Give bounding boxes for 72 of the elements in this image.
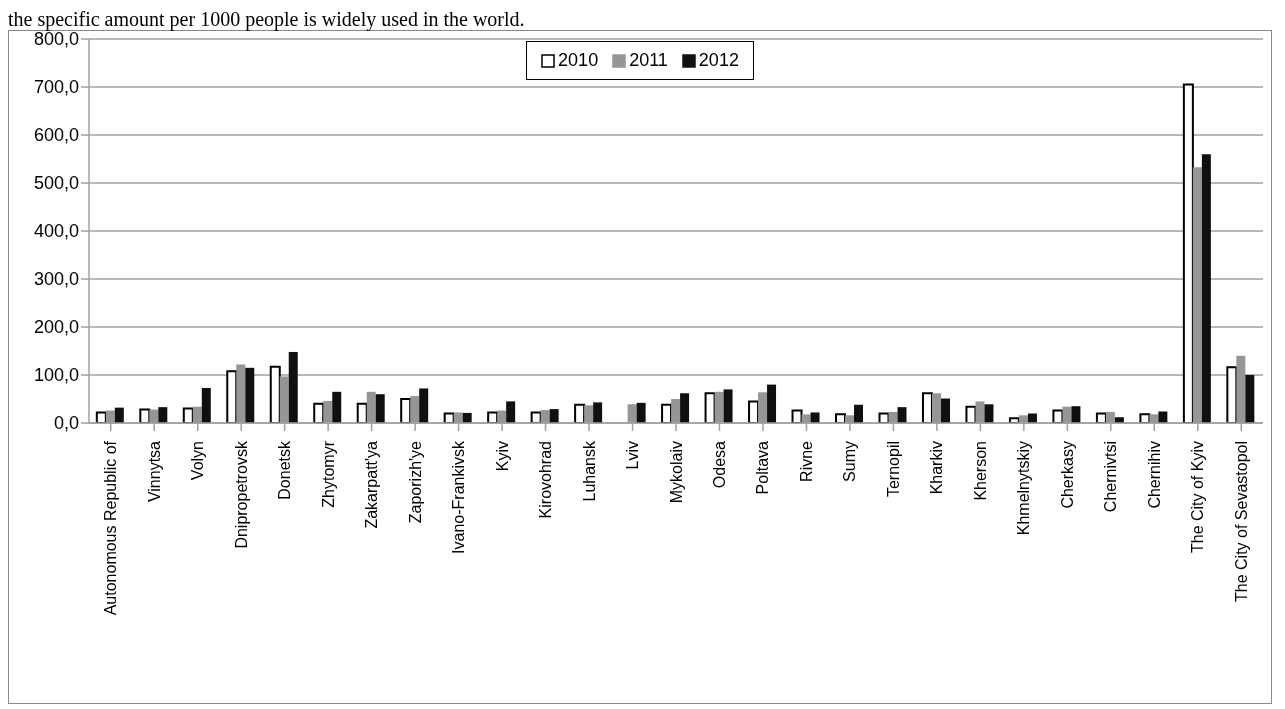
bar (984, 404, 994, 423)
x-tick-label: Kirovohrad (537, 441, 555, 519)
bar (897, 407, 907, 423)
bar (245, 367, 255, 423)
x-tick-label: The City of Sevastopol (1232, 441, 1250, 602)
x-tick-label: Chernihiv (1145, 441, 1163, 509)
bar (1158, 411, 1168, 423)
x-tick-label: Kyiv (493, 441, 511, 472)
bar (1226, 366, 1238, 423)
y-tick-label: 700,0 (33, 77, 79, 98)
bar (704, 392, 716, 423)
bar (835, 413, 847, 423)
x-tick-label: Kherson (971, 441, 989, 501)
bar (854, 404, 864, 423)
y-tick-label: 400,0 (33, 221, 79, 242)
x-tick-label: Vinnytsa (145, 440, 163, 503)
y-tick-label: 300,0 (33, 269, 79, 290)
bar (1245, 375, 1255, 423)
x-tick-label: Khmelnytskiy (1015, 441, 1033, 536)
legend-label: 2012 (697, 50, 739, 71)
bar (748, 400, 760, 423)
x-tick-label: Chernivtsi (1102, 441, 1120, 513)
bar (940, 398, 950, 423)
text: the specific amount per 1000 people is widely used in the world. (8, 8, 525, 30)
bar (810, 412, 820, 423)
bar (1182, 83, 1194, 423)
bar (201, 387, 211, 423)
bar (767, 384, 777, 423)
x-tick-label: Lviv (624, 441, 642, 470)
bar (506, 401, 516, 423)
bar (723, 389, 733, 423)
x-tick-label: Rivne (797, 440, 815, 482)
bar (1201, 154, 1211, 423)
legend-label: 2010 (557, 50, 599, 71)
x-tick-label: Ternopil (884, 441, 902, 498)
x-tick-label: The City of Kyiv (1189, 441, 1207, 554)
bar (288, 351, 298, 423)
bar (158, 407, 168, 423)
bar (269, 365, 281, 423)
bar (593, 402, 603, 423)
x-tick-label: Mykolaiv (667, 441, 685, 504)
bar (680, 393, 690, 423)
y-tick-label: 100,0 (33, 365, 79, 386)
bar (1027, 413, 1037, 423)
x-tick-label: Zaporizh'ye (406, 440, 424, 524)
x-tick-label: Kharkiv (928, 441, 946, 495)
bar (375, 394, 385, 423)
bar (419, 388, 429, 423)
x-tick-label: Ivano-Frankivsk (450, 440, 468, 554)
x-tick-label: Zhytomyr (319, 440, 337, 508)
x-tick-label: Autonomous Republic of (102, 440, 120, 616)
bar (332, 391, 342, 423)
x-tick-label: Odesa (710, 440, 728, 489)
x-tick-label: Cherkasy (1058, 441, 1076, 509)
bar (921, 392, 933, 423)
y-tick-label: 0,0 (53, 413, 79, 434)
bar (114, 407, 124, 423)
y-tick-label: 200,0 (33, 317, 79, 338)
y-tick-label: 500,0 (33, 173, 79, 194)
bar (549, 409, 559, 423)
legend-label: 2011 (628, 50, 668, 71)
x-tick-label: Volyn (189, 441, 207, 481)
bar (636, 402, 646, 423)
x-tick-label: Poltava (754, 440, 772, 495)
x-tick-label: Zakarpatt'ya (363, 440, 381, 529)
x-tick-label: Sumy (841, 441, 859, 482)
bar (1071, 406, 1081, 423)
x-tick-label: Luhansk (580, 440, 598, 502)
x-tick-label: Dnipropetrovsk (232, 440, 250, 549)
y-tick-label: 600,0 (33, 125, 79, 146)
bar (226, 370, 238, 423)
x-tick-label: Donetsk (276, 440, 294, 500)
